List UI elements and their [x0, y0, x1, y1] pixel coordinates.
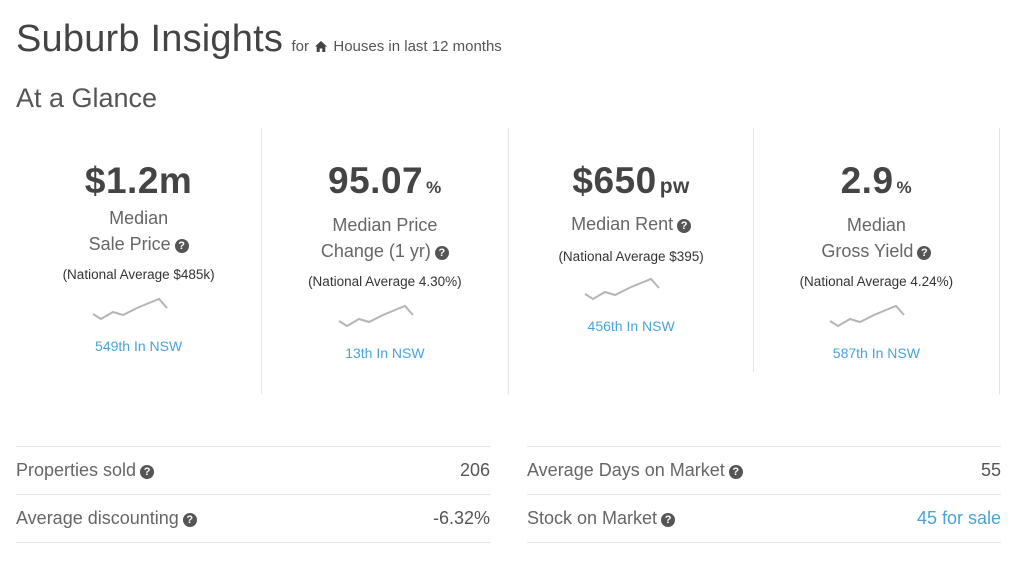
stock-for-sale-link[interactable]: 45 for sale	[916, 508, 1001, 528]
metric-unit: %	[896, 178, 913, 197]
help-icon[interactable]: ?	[174, 239, 189, 253]
help-icon[interactable]: ?	[917, 246, 932, 260]
metric-number: $650	[572, 160, 657, 201]
stat-label: Average discounting	[16, 508, 179, 528]
metric-label-line1: Median	[109, 208, 169, 228]
subtitle-suffix: Houses in last 12 months	[333, 38, 502, 55]
national-average: (National Average 4.30%)	[308, 274, 462, 289]
help-icon[interactable]: ?	[677, 219, 692, 233]
metric-label-line1-wrap: Median Rent?	[509, 211, 754, 237]
page-header: Suburb Insights for Houses in last 12 mo…	[16, 18, 502, 61]
metric-number: 2.9	[840, 160, 894, 201]
help-icon[interactable]: ?	[661, 513, 676, 527]
metric-unit: %	[426, 178, 442, 197]
rank-link[interactable]: 456th In NSW	[587, 318, 675, 334]
stat-value: -6.32%	[432, 508, 490, 528]
metric-label: Median Price Change (1 yr)?	[262, 212, 507, 264]
help-icon[interactable]: ?	[434, 246, 449, 260]
subtitle-prefix: for	[291, 38, 310, 55]
metric-label-line2-wrap: Change (1 yr)?	[262, 238, 507, 264]
card-median-price-change: 95.07% Median Price Change (1 yr)? (Nati…	[262, 128, 509, 394]
glance-cards: $1.2m Median Sale Price? (National Avera…	[16, 128, 1000, 394]
stat-label-wrap: Average Days on Market?	[527, 460, 743, 481]
stat-label-wrap: Stock on Market?	[527, 508, 676, 529]
metric-label-line2-wrap: Sale Price?	[16, 231, 261, 257]
metric-value: $1.2m	[16, 161, 261, 201]
sparkline-icon	[338, 304, 414, 328]
stat-label: Average Days on Market	[527, 460, 725, 480]
metric-label-line2: Change (1 yr)	[320, 241, 431, 261]
metric-unit: pw	[659, 175, 690, 198]
rank-link[interactable]: 587th In NSW	[832, 345, 920, 361]
metric-label-line2-wrap: Gross Yield?	[754, 238, 999, 264]
section-title: At a Glance	[16, 83, 158, 113]
stat-row-average-days-on-market: Average Days on Market? 55	[527, 446, 1001, 494]
stat-label-wrap: Average discounting?	[16, 508, 197, 529]
metric-label-line1: Median Price	[332, 215, 438, 235]
stats-table-right: Average Days on Market? 55 Stock on Mark…	[527, 446, 1001, 543]
sparkline-icon	[829, 304, 906, 328]
rank-link[interactable]: 13th In NSW	[345, 345, 425, 361]
help-icon[interactable]: ?	[140, 465, 155, 479]
metric-label: Median Sale Price?	[16, 205, 261, 257]
metric-label: Median Gross Yield?	[754, 212, 999, 264]
national-average: (National Average 4.24%)	[799, 274, 954, 289]
rank-link[interactable]: 549th In NSW	[95, 338, 183, 354]
card-gross-yield: 2.9% Median Gross Yield? (National Avera…	[754, 128, 1000, 394]
sparkline-icon	[92, 297, 168, 321]
metric-value: $650 pw	[509, 161, 754, 207]
stat-value: 206	[459, 460, 490, 480]
metric-number: $1.2m	[84, 160, 193, 201]
sparkline-icon	[584, 277, 660, 301]
stat-label-wrap: Properties sold?	[16, 460, 155, 481]
metric-value: 95.07%	[262, 161, 507, 208]
metric-label-line1: Median Rent	[571, 214, 674, 234]
stat-row-properties-sold: Properties sold? 206	[16, 446, 490, 494]
stats-table-left: Properties sold? 206 Average discounting…	[16, 446, 490, 543]
metric-label-line2: Gross Yield	[821, 241, 914, 261]
stat-label: Stock on Market	[527, 508, 658, 528]
card-median-rent: $650 pw Median Rent? (National Average $3…	[509, 128, 755, 394]
national-average: (National Average $395)	[558, 249, 704, 264]
page-subtitle: for Houses in last 12 months	[292, 38, 502, 55]
metric-label-line2: Sale Price	[88, 234, 171, 254]
stat-value: 55	[980, 460, 1001, 480]
metric-label: Median Rent?	[509, 211, 754, 237]
metric-label-line1: Median	[846, 215, 906, 235]
stat-row-average-discounting: Average discounting? -6.32%	[16, 494, 490, 543]
home-icon	[315, 41, 328, 52]
metric-value: 2.9%	[754, 161, 999, 208]
card-median-sale-price: $1.2m Median Sale Price? (National Avera…	[16, 128, 263, 394]
page-title: Suburb Insights	[16, 18, 284, 60]
stat-row-stock-on-market: Stock on Market? 45 for sale	[527, 494, 1001, 543]
stat-label: Properties sold	[16, 460, 137, 480]
metric-number: 95.07	[328, 160, 424, 201]
help-icon[interactable]: ?	[728, 465, 743, 479]
help-icon[interactable]: ?	[182, 513, 197, 527]
national-average: (National Average $485k)	[62, 267, 215, 282]
